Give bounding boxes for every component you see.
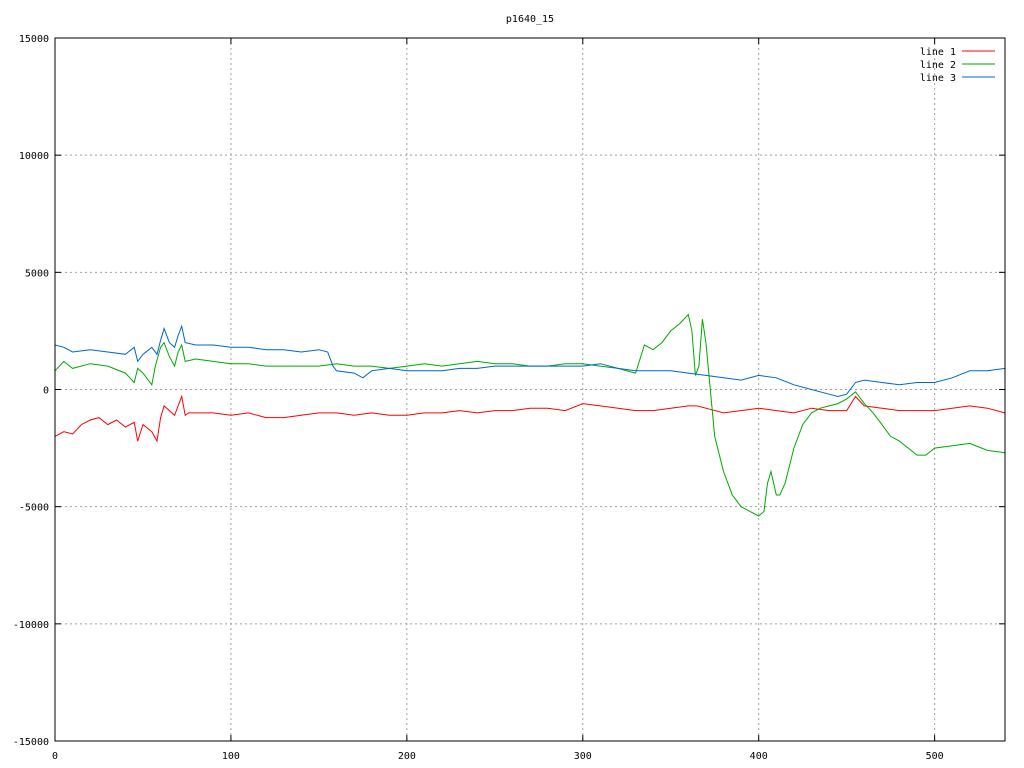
series-lines [54, 313, 1006, 517]
y-tick-label: 10000 [19, 151, 49, 162]
legend-label: line 3 [920, 73, 956, 84]
y-tick-label: 15000 [19, 34, 49, 45]
legend: line 1 line 2 line 3 [920, 47, 995, 84]
x-tick-label: 100 [222, 751, 240, 762]
y-tick-label: -5000 [19, 503, 49, 514]
x-tick-label: 300 [574, 751, 592, 762]
y-tick-label: 0 [43, 386, 49, 397]
series-line-line-2 [54, 313, 1006, 517]
x-tick-label: 0 [52, 751, 58, 762]
series-line-line-1 [54, 394, 1006, 443]
x-tick-label: 400 [750, 751, 768, 762]
series-line-line-3 [54, 324, 1006, 398]
legend-label: line 1 [920, 47, 956, 58]
y-tick-label: -15000 [13, 737, 49, 748]
axes: -15000 -10000 -5000 0 5000 10000 15000 0 100 200 3… [13, 34, 1005, 762]
y-tick-label: 5000 [25, 268, 49, 279]
chart-title: p1640_15 [506, 14, 554, 25]
legend-label: line 2 [920, 60, 956, 71]
y-tick-label: -10000 [13, 620, 49, 631]
x-tick-label: 200 [398, 751, 416, 762]
plot-frame [54, 37, 1006, 742]
grid-lines [55, 38, 1005, 741]
x-tick-label: 500 [926, 751, 944, 762]
